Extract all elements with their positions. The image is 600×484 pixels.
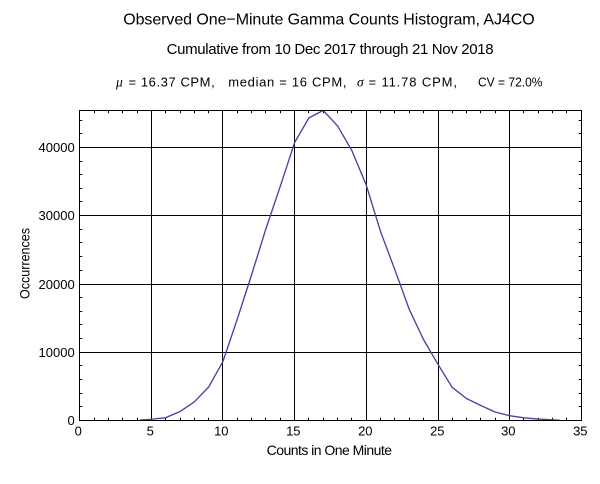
svg-text:35: 35 (573, 424, 587, 439)
svg-text:= 11.78 CPM,: = 11.78 CPM, (369, 75, 458, 90)
svg-text:Counts in One Minute: Counts in One Minute (267, 442, 393, 458)
svg-text:40000: 40000 (39, 140, 75, 155)
svg-text:CV = 72.0%: CV = 72.0% (478, 75, 543, 90)
svg-text:30000: 30000 (39, 208, 75, 223)
svg-text:5: 5 (147, 424, 154, 439)
svg-text:25: 25 (430, 424, 444, 439)
svg-text:10000: 10000 (39, 345, 75, 360)
svg-text:0: 0 (75, 424, 82, 439)
svg-text:20: 20 (358, 424, 372, 439)
svg-text:σ: σ (357, 75, 365, 90)
svg-text:Observed One−Minute Gamma Coun: Observed One−Minute Gamma Counts Histogr… (123, 11, 535, 28)
svg-text:0: 0 (67, 413, 74, 428)
svg-text:Occurrences: Occurrences (17, 228, 33, 299)
svg-text:μ: μ (115, 75, 123, 90)
svg-text:10: 10 (214, 424, 228, 439)
svg-text:Cumulative from 10 Dec 2017 th: Cumulative from 10 Dec 2017 through 21 N… (167, 41, 494, 58)
svg-text:median = 16 CPM,: median = 16 CPM, (228, 75, 346, 90)
svg-text:15: 15 (286, 424, 300, 439)
svg-text:20000: 20000 (39, 277, 75, 292)
svg-text:= 16.37 CPM,: = 16.37 CPM, (129, 75, 215, 90)
svg-text:30: 30 (501, 424, 515, 439)
